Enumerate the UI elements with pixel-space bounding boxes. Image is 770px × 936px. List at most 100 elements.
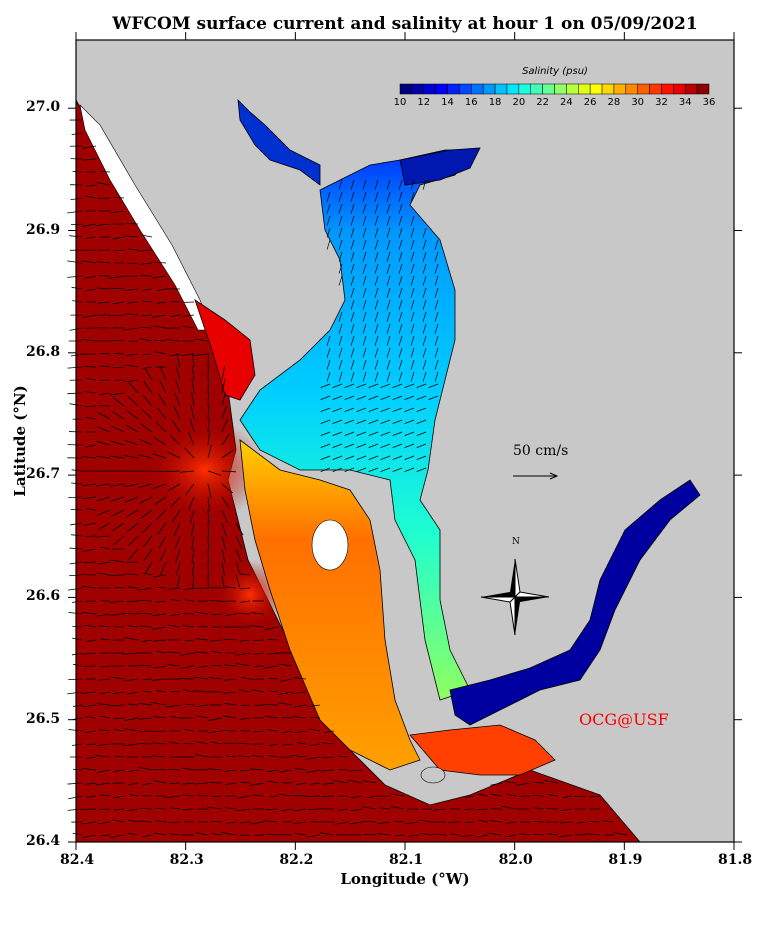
current-arrow: [306, 769, 321, 774]
current-arrow: [277, 834, 293, 836]
current-arrow: [158, 535, 167, 549]
colorbar-swatch: [435, 83, 448, 95]
current-arrow: [112, 301, 125, 305]
current-arrow: [193, 676, 209, 680]
current-arrow: [349, 769, 363, 772]
current-arrow: [223, 742, 237, 745]
current-arrow: [386, 359, 391, 370]
current-arrow: [207, 444, 212, 459]
current-arrow: [85, 716, 97, 719]
current-arrow: [398, 251, 403, 262]
current-arrow: [125, 364, 139, 368]
current-arrow: [356, 467, 367, 472]
colorbar-tick-label: 32: [655, 97, 668, 108]
current-arrow: [585, 833, 601, 836]
current-arrow: [222, 715, 237, 719]
current-arrow: [263, 820, 279, 823]
current-arrow: [309, 743, 321, 746]
current-arrow: [209, 639, 223, 642]
current-arrow: [81, 260, 97, 264]
current-arrow: [127, 703, 139, 706]
current-arrow: [547, 793, 559, 797]
current-arrow: [100, 665, 111, 668]
current-arrow: [235, 574, 241, 589]
current-arrow: [392, 455, 403, 460]
current-arrow: [392, 467, 403, 472]
current-arrow: [386, 299, 391, 310]
current-arrow: [398, 203, 403, 214]
current-arrow: [195, 754, 209, 758]
current-arrow: [488, 832, 503, 836]
current-arrow: [532, 833, 545, 836]
colorbar-swatch: [673, 83, 686, 95]
current-arrow: [374, 323, 379, 334]
current-arrow: [95, 535, 111, 538]
current-arrow: [380, 443, 391, 448]
current-arrow: [416, 455, 427, 460]
current-arrow: [95, 782, 111, 786]
y-tick-label: 26.4: [26, 833, 61, 849]
current-arrow: [138, 717, 153, 720]
current-arrow: [374, 227, 379, 238]
current-arrow: [152, 453, 167, 459]
current-arrow: [356, 419, 367, 424]
colorbar-swatch: [684, 83, 698, 95]
current-arrow: [323, 782, 335, 785]
current-arrow: [83, 561, 97, 564]
current-arrow: [212, 833, 223, 836]
current-arrow: [560, 808, 573, 812]
current-arrow: [192, 574, 195, 589]
current-arrow: [324, 730, 335, 733]
current-arrow: [410, 227, 415, 238]
current-arrow: [125, 424, 139, 433]
current-arrow: [267, 729, 279, 732]
current-arrow: [67, 366, 83, 369]
current-arrow: [422, 299, 427, 310]
current-arrow: [96, 572, 111, 576]
current-arrow: [67, 210, 83, 214]
current-arrow: [362, 179, 367, 190]
current-arrow: [86, 639, 97, 642]
current-arrow: [168, 353, 181, 357]
current-arrow: [128, 586, 139, 589]
current-arrow: [169, 613, 181, 617]
current-arrow: [139, 625, 153, 628]
current-arrow: [380, 455, 391, 460]
current-arrow: [127, 782, 139, 786]
island: [311, 519, 349, 571]
current-arrow: [127, 691, 139, 695]
current-arrow: [404, 431, 415, 436]
current-arrow: [309, 728, 321, 732]
current-arrow: [398, 323, 403, 334]
current-arrow: [332, 431, 343, 436]
current-arrow: [221, 509, 228, 524]
colorbar-tick-label: 28: [607, 97, 621, 108]
current-arrow: [434, 371, 439, 382]
current-arrow: [68, 795, 83, 800]
current-arrow: [109, 613, 125, 616]
current-arrow: [167, 587, 181, 590]
colorbar-swatch: [423, 83, 436, 95]
current-arrow: [279, 678, 293, 682]
current-arrow: [113, 769, 125, 772]
current-arrow: [82, 768, 97, 771]
current-arrow: [137, 599, 153, 602]
colorbar-title: Salinity (psu): [522, 66, 588, 77]
current-arrow: [363, 833, 377, 836]
current-arrow: [422, 239, 427, 250]
current-arrow: [338, 263, 343, 274]
current-arrow: [175, 366, 181, 381]
current-arrow: [320, 419, 331, 424]
current-arrow: [167, 663, 181, 667]
current-arrow: [332, 467, 343, 472]
current-arrow: [404, 395, 415, 400]
current-arrow: [392, 443, 403, 448]
current-arrow: [153, 574, 167, 578]
current-arrow: [97, 261, 111, 264]
current-arrow: [422, 311, 427, 322]
current-arrow: [68, 729, 83, 732]
colorbar-tick-label: 24: [560, 97, 573, 108]
current-arrow: [362, 323, 367, 334]
current-arrow: [176, 574, 181, 589]
current-arrow: [265, 808, 279, 811]
